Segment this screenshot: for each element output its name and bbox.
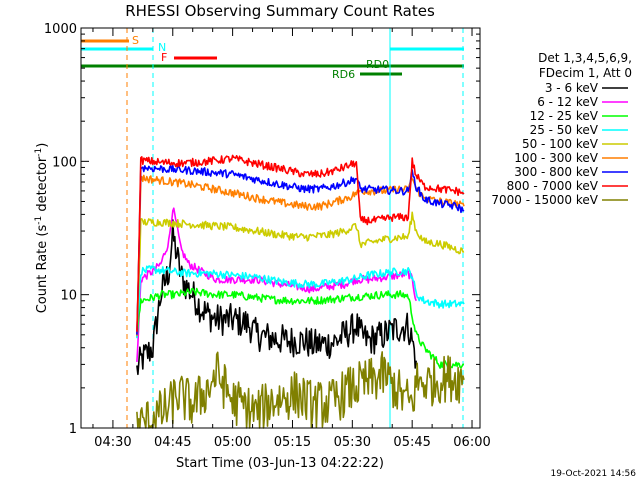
x-tick-label: 04:45 — [154, 435, 191, 450]
y-axis-label-part3: ) — [35, 143, 50, 148]
legend-label: 800 - 7000 keV — [507, 179, 599, 193]
x-tick-label: 05:30 — [334, 435, 371, 450]
y-axis-label-sup1: -1 — [34, 216, 44, 225]
x-axis-label: Start Time (03-Jun-13 04:22:22) — [176, 456, 384, 471]
chart-title: RHESSI Observing Summary Count Rates — [125, 2, 435, 20]
y-axis-ticks: 1 10 100 1000 — [44, 22, 480, 437]
marker-f-label: F — [161, 51, 167, 64]
legend-label: 3 - 6 keV — [545, 81, 599, 95]
y-tick-label: 1 — [69, 422, 77, 437]
series-line — [136, 265, 465, 339]
legend-label: 100 - 300 keV — [514, 151, 598, 165]
y-axis-label-part2: detector — [35, 156, 50, 216]
series-line — [136, 351, 465, 429]
legend: Det 1,3,4,5,6,9, FDecim 1, Att 0 3 - 6 k… — [491, 51, 632, 207]
footer-date: 19-Oct-2021 14:56 — [551, 469, 637, 479]
legend-header-line1: Det 1,3,4,5,6,9, — [538, 51, 632, 65]
x-tick-label: 05:15 — [274, 435, 311, 450]
marker-rd0-label: RD0 — [366, 58, 389, 71]
plot-frame — [80, 27, 481, 429]
y-axis-label: Count Rate (s-1 detector-1) — [34, 143, 50, 314]
y-axis-label-sup2: -1 — [34, 148, 44, 157]
legend-header-line2: FDecim 1, Att 0 — [539, 66, 632, 80]
x-tick-label: 06:00 — [453, 435, 490, 450]
y-tick-label: 1000 — [44, 22, 77, 37]
x-axis-ticks: 04:30 04:45 05:00 05:15 05:30 05:45 06:00 — [92, 28, 491, 450]
series-line — [136, 164, 465, 335]
legend-label: 7000 - 15000 keV — [491, 193, 598, 207]
legend-label: 6 - 12 keV — [537, 95, 599, 109]
x-tick-label: 04:30 — [94, 435, 131, 450]
marker-s-label: S — [132, 34, 139, 47]
legend-label: 50 - 100 keV — [522, 137, 599, 151]
series-line — [136, 154, 465, 332]
series-line — [136, 174, 465, 336]
legend-label: 12 - 25 keV — [530, 109, 599, 123]
y-axis-label-part1: Count Rate (s — [35, 225, 50, 314]
series-line — [136, 211, 465, 335]
series-line — [136, 287, 465, 369]
x-tick-label: 05:00 — [214, 435, 251, 450]
series-line — [136, 219, 417, 376]
y-tick-label: 100 — [52, 155, 77, 170]
legend-label: 300 - 800 keV — [514, 165, 598, 179]
marker-n-label: N — [158, 41, 166, 54]
marker-rd6-label: RD6 — [332, 68, 355, 81]
plot-markers: S N F RD0 RD6 — [81, 34, 464, 81]
y-tick-label: 10 — [60, 289, 77, 304]
legend-label: 25 - 50 keV — [530, 123, 599, 137]
x-tick-label: 05:45 — [393, 435, 430, 450]
series-layer — [136, 154, 465, 429]
